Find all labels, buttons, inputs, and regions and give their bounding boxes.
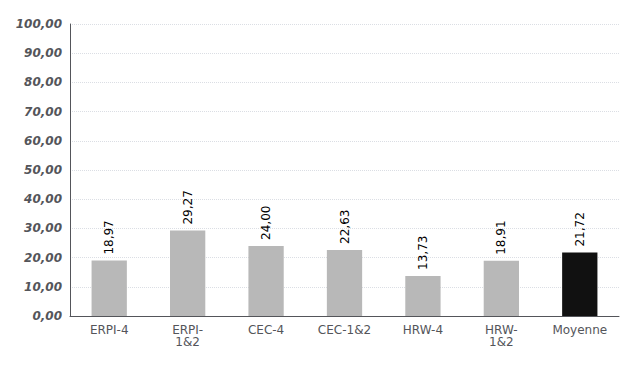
svg-text:ERPI-4: ERPI-4 <box>90 323 129 337</box>
svg-text:80,00: 80,00 <box>24 75 62 89</box>
svg-text:29,27: 29,27 <box>181 190 195 224</box>
svg-text:18,91: 18,91 <box>494 220 508 254</box>
svg-text:70,00: 70,00 <box>24 105 62 119</box>
svg-text:0,00: 0,00 <box>32 309 62 323</box>
svg-text:10,00: 10,00 <box>24 280 62 294</box>
svg-text:CEC-4: CEC-4 <box>248 323 284 337</box>
svg-text:100,00: 100,00 <box>16 17 62 31</box>
svg-text:40,00: 40,00 <box>23 192 62 206</box>
svg-text:HRW-: HRW- <box>485 323 518 337</box>
svg-text:18,97: 18,97 <box>102 220 116 254</box>
svg-text:Moyenne: Moyenne <box>552 323 607 337</box>
svg-text:13,73: 13,73 <box>416 236 430 270</box>
svg-text:21,72: 21,72 <box>573 212 587 246</box>
svg-text:30,00: 30,00 <box>24 221 62 235</box>
svg-text:HRW-4: HRW-4 <box>403 323 443 337</box>
svg-text:1&2: 1&2 <box>175 335 200 349</box>
svg-text:CEC-1&2: CEC-1&2 <box>318 323 371 337</box>
svg-text:50,00: 50,00 <box>24 163 62 177</box>
svg-text:24,00: 24,00 <box>259 206 273 240</box>
svg-text:ERPI-: ERPI- <box>172 323 204 337</box>
svg-text:22,63: 22,63 <box>338 210 352 244</box>
svg-text:90,00: 90,00 <box>24 46 62 60</box>
svg-text:60,00: 60,00 <box>24 134 62 148</box>
svg-text:1&2: 1&2 <box>489 335 514 349</box>
svg-text:20,00: 20,00 <box>24 251 62 265</box>
